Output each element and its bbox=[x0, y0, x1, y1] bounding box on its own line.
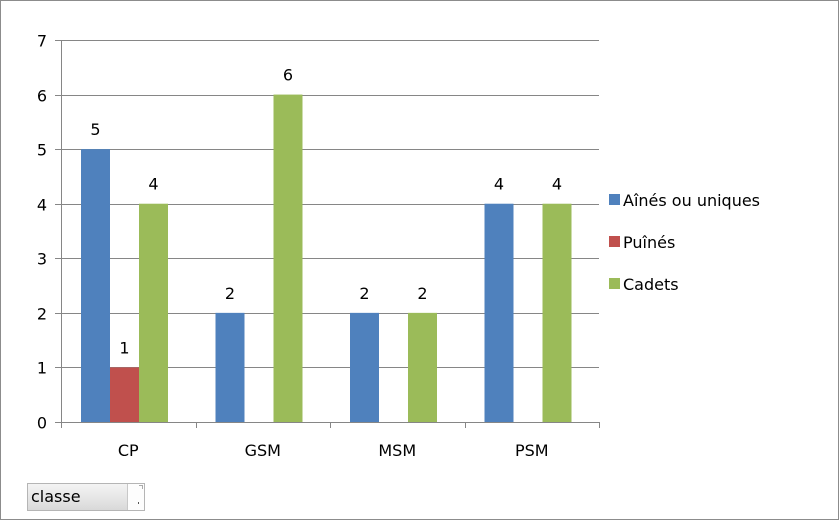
y-tick-label: 4 bbox=[37, 196, 47, 215]
legend-label: Aînés ou uniques bbox=[623, 191, 760, 210]
data-label: 2 bbox=[417, 284, 427, 303]
data-label: 5 bbox=[90, 120, 100, 139]
classe-field-button[interactable]: classe bbox=[27, 483, 145, 511]
legend-swatch bbox=[609, 236, 620, 247]
legend-swatch bbox=[609, 278, 620, 289]
dropdown-arrow-icon[interactable] bbox=[127, 484, 144, 510]
legend-swatch bbox=[609, 194, 620, 205]
bar bbox=[542, 203, 572, 422]
x-tick-label: PSM bbox=[515, 441, 549, 460]
y-tick-label: 5 bbox=[37, 141, 47, 160]
x-tick-label: GSM bbox=[245, 441, 281, 460]
bar bbox=[273, 94, 303, 423]
data-label: 2 bbox=[359, 284, 369, 303]
data-label: 4 bbox=[494, 175, 504, 194]
data-labels: 5 1 4 2 6 2 2 4 4 bbox=[90, 66, 562, 358]
bars bbox=[81, 94, 572, 423]
x-tick-label: CP bbox=[118, 441, 139, 460]
bar bbox=[408, 312, 437, 422]
bar bbox=[110, 367, 139, 422]
y-tick-label: 7 bbox=[37, 32, 47, 51]
data-label: 2 bbox=[225, 284, 235, 303]
y-tick-label: 6 bbox=[37, 87, 47, 106]
axes: 0 1 2 3 4 5 6 7 CP GSM MSM PSM bbox=[37, 32, 600, 460]
bar bbox=[215, 312, 245, 422]
legend-label: Cadets bbox=[623, 275, 679, 294]
data-label: 1 bbox=[119, 338, 129, 357]
x-tick-label: MSM bbox=[378, 441, 416, 460]
bar bbox=[81, 149, 110, 422]
bar bbox=[350, 312, 379, 422]
y-tick-label: 3 bbox=[37, 250, 47, 269]
bar bbox=[484, 203, 514, 422]
y-tick-label: 2 bbox=[37, 305, 47, 324]
legend-label: Puînés bbox=[623, 233, 675, 252]
bar bbox=[139, 203, 168, 422]
data-label: 4 bbox=[148, 175, 158, 194]
data-label: 4 bbox=[552, 175, 562, 194]
data-label: 6 bbox=[283, 66, 293, 85]
y-tick-label: 0 bbox=[37, 414, 47, 433]
legend: Aînés ou uniques Puînés Cadets bbox=[609, 191, 760, 294]
field-button-label: classe bbox=[31, 487, 81, 506]
y-tick-label: 1 bbox=[37, 359, 47, 378]
